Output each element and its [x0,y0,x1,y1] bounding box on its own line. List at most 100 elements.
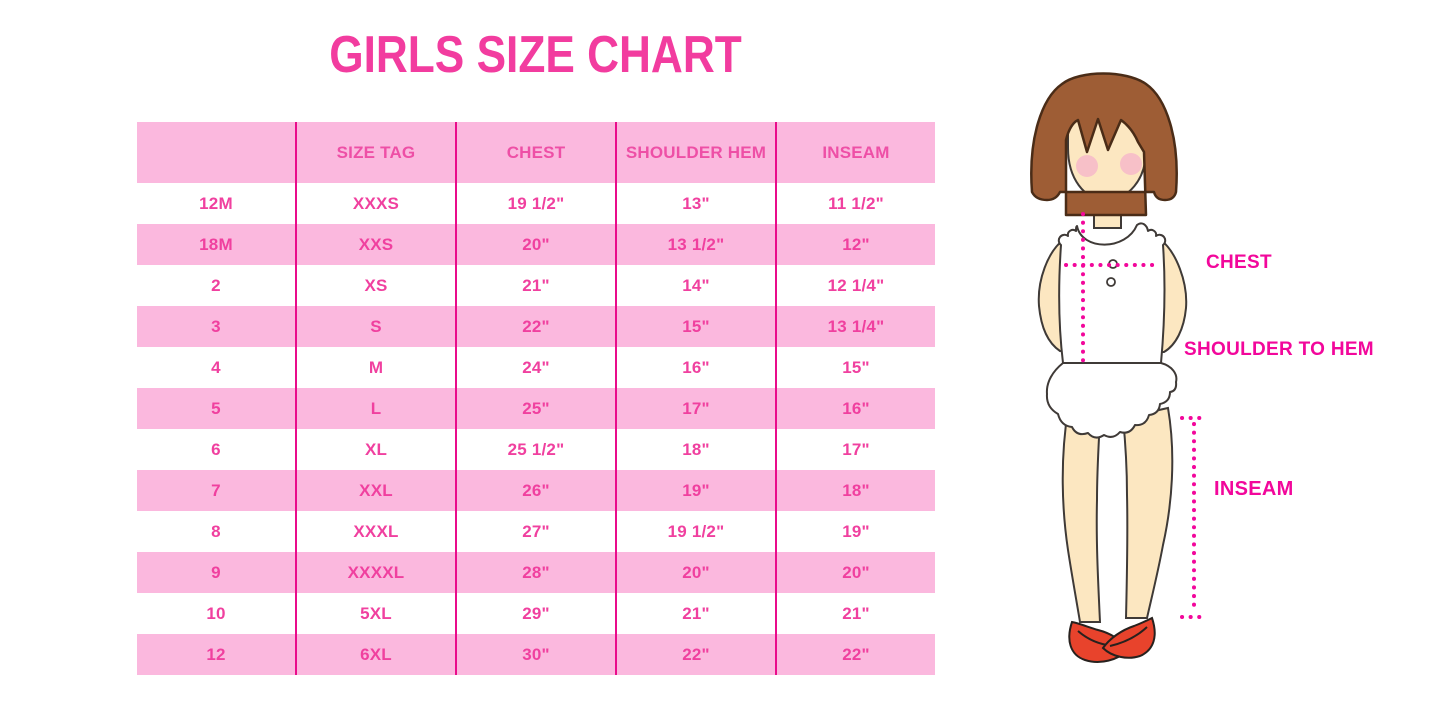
table-row: 2 XS 21" 14" 12 1/4" [137,265,935,306]
page-title: GIRLS SIZE CHART [329,26,742,84]
girl-right-blush [1120,153,1142,175]
cell-shoulder-hem: 20" [617,552,777,593]
header-cell-inseam: INSEAM [822,142,890,162]
girl-top-button-1 [1108,259,1118,269]
cell-shoulder-hem: 15" [617,306,777,347]
cell-shoulder-hem: 16" [617,347,777,388]
girl-right-shoe [1101,616,1156,659]
inseam-label: INSEAM [1214,478,1294,500]
table-row: 8 XXXL 27" 19 1/2" 19" [137,511,935,552]
cell-chest: 20" [457,224,617,265]
girl-top [1057,222,1167,364]
cell-size-tag: 5XL [297,593,457,634]
girl-right-shoe-strap [1109,626,1148,647]
cell-inseam: 11 1/2" [828,193,884,213]
cell-chest: 22" [457,306,617,347]
cell-chest: 30" [457,634,617,675]
cell-size-tag: XXL [297,470,457,511]
cell-shoulder-hem: 22" [617,634,777,675]
cell-size: 12 [137,634,297,675]
table-row: 10 5XL 29" 21" 21" [137,593,935,634]
table-row: 9 XXXXL 28" 20" 20" [137,552,935,593]
cell-shoulder-hem: 18" [617,429,777,470]
header-cell-shoulder-hem: SHOULDER HEM [617,122,777,183]
table-row: 7 XXL 26" 19" 18" [137,470,935,511]
cell-size: 8 [137,511,297,552]
cell-chest: 25" [457,388,617,429]
size-table: SIZE TAG CHEST SHOULDER HEM INSEAM 12M X… [137,122,935,675]
girl-hair [1030,72,1178,217]
cell-size: 7 [137,470,297,511]
header-cell-chest: CHEST [457,122,617,183]
girl-left-shoe-strap [1077,630,1117,647]
table-row: 5 L 25" 17" 16" [137,388,935,429]
cell-inseam: 12 1/4" [827,275,885,295]
cell-inseam: 12" [842,234,870,254]
cell-size: 5 [137,388,297,429]
table-row: 3 S 22" 15" 13 1/4" [137,306,935,347]
cell-inseam: 13 1/4" [827,316,885,336]
cell-size: 18M [137,224,297,265]
chest-label: CHEST [1206,252,1272,273]
cell-size-tag: XS [297,265,457,306]
header-cell-size-tag: SIZE TAG [297,122,457,183]
cell-size-tag: S [297,306,457,347]
cell-size-tag: M [297,347,457,388]
header-cell-size [137,122,297,183]
cell-size: 4 [137,347,297,388]
cell-size-tag: XXS [297,224,457,265]
table-row: 12 6XL 30" 22" 22" [137,634,935,675]
girl-left-leg [1061,408,1102,623]
girl-top-button-2 [1106,277,1116,287]
cell-size: 2 [137,265,297,306]
cell-inseam: 21" [842,603,870,623]
girl-right-leg [1121,406,1174,619]
cell-inseam: 18" [842,480,870,500]
cell-chest: 19 1/2" [457,183,617,224]
table-row: 12M XXXS 19 1/2" 13" 11 1/2" [137,183,935,224]
cell-chest: 21" [457,265,617,306]
table-row: 6 XL 25 1/2" 18" 17" [137,429,935,470]
cell-size-tag: XL [297,429,457,470]
cell-inseam: 22" [842,644,870,664]
cell-size-tag: XXXS [297,183,457,224]
girl-left-shoe [1068,620,1130,663]
girl-left-arm [1037,239,1071,354]
cell-size: 10 [137,593,297,634]
cell-chest: 26" [457,470,617,511]
girl-neck [1093,187,1122,229]
cell-chest: 29" [457,593,617,634]
cell-size: 3 [137,306,297,347]
cell-inseam: 15" [842,357,870,377]
girl-right-arm [1153,239,1188,353]
cell-shoulder-hem: 14" [617,265,777,306]
cell-inseam: 19" [842,521,870,541]
cell-chest: 28" [457,552,617,593]
girl-skirt [1045,362,1178,439]
table-row: 4 M 24" 16" 15" [137,347,935,388]
cell-size-tag: L [297,388,457,429]
cell-size: 12M [137,183,297,224]
cell-size: 6 [137,429,297,470]
cell-chest: 25 1/2" [457,429,617,470]
cell-size: 9 [137,552,297,593]
cell-shoulder-hem: 13" [617,183,777,224]
cell-inseam: 17" [842,439,870,459]
table-row: 18M XXS 20" 13 1/2" 12" [137,224,935,265]
table-body: 12M XXXS 19 1/2" 13" 11 1/2" 18M XXS 20"… [137,183,935,675]
girl-left-blush [1076,155,1098,177]
girl-illustration [1030,72,1207,663]
cell-chest: 24" [457,347,617,388]
cell-size-tag: 6XL [297,634,457,675]
cell-shoulder-hem: 13 1/2" [617,224,777,265]
shoulder-to-hem-label: SHOULDER TO HEM [1184,339,1374,360]
cell-shoulder-hem: 17" [617,388,777,429]
cell-shoulder-hem: 19 1/2" [617,511,777,552]
cell-shoulder-hem: 21" [617,593,777,634]
cell-size-tag: XXXXL [297,552,457,593]
cell-shoulder-hem: 19" [617,470,777,511]
girl-face [1067,109,1147,202]
cell-inseam: 16" [842,398,870,418]
cell-size-tag: XXXL [297,511,457,552]
